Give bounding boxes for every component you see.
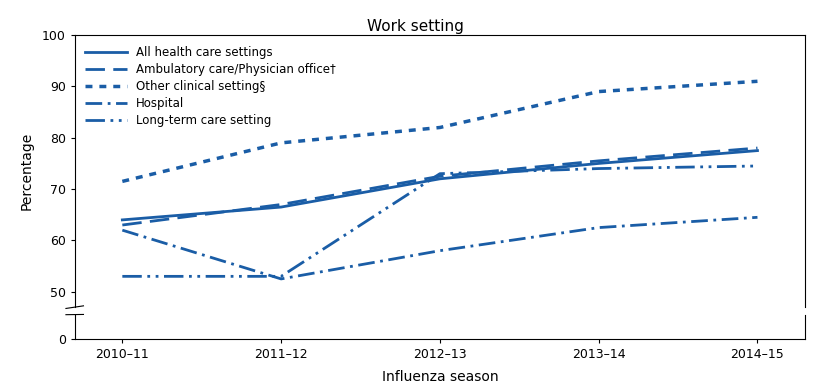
Ambulatory care/Physician office† [435,174,445,179]
All health care settings [276,205,286,209]
Hospital [435,248,445,253]
Line: All health care settings: All health care settings [122,151,758,220]
Other clinical setting§ [117,179,127,184]
Line: Other clinical setting§: Other clinical setting§ [122,81,758,181]
Hospital [753,215,763,220]
Line: Long-term care setting: Long-term care setting [122,166,758,277]
All health care settings [593,161,603,166]
Hospital [117,228,127,232]
Long-term care setting [753,164,763,168]
Long-term care setting [276,274,286,279]
Line: Hospital: Hospital [122,217,758,279]
Ambulatory care/Physician office† [593,158,603,163]
X-axis label: Influenza season: Influenza season [382,370,498,384]
Long-term care setting [435,171,445,176]
All health care settings [753,148,763,153]
Ambulatory care/Physician office† [276,202,286,207]
All health care settings [117,218,127,222]
Other clinical setting§ [276,140,286,145]
Long-term care setting [593,166,603,171]
Line: Ambulatory care/Physician office†: Ambulatory care/Physician office† [122,148,758,225]
Other clinical setting§ [753,79,763,83]
Text: Work setting: Work setting [367,20,463,34]
All health care settings [435,177,445,181]
Other clinical setting§ [593,89,603,94]
Legend: All health care settings, Ambulatory care/Physician office†, Other clinical sett: All health care settings, Ambulatory car… [81,41,340,132]
Y-axis label: Percentage: Percentage [19,132,33,210]
Long-term care setting [117,274,127,279]
Hospital [276,277,286,281]
Other clinical setting§ [435,125,445,130]
Ambulatory care/Physician office† [117,223,127,227]
Ambulatory care/Physician office† [753,146,763,151]
Hospital [593,225,603,230]
